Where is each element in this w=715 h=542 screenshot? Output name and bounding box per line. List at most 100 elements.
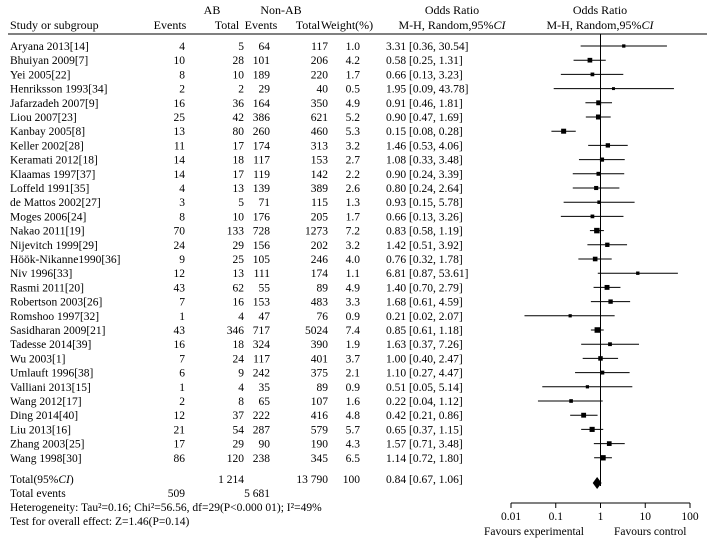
point-estimate (568, 314, 572, 318)
study-name: Aryana 2013[14] (10, 41, 89, 53)
events2: 222 (253, 410, 271, 422)
total2: 40 (317, 84, 329, 96)
point-estimate (596, 171, 601, 176)
events2: 71 (259, 197, 271, 209)
total-row: Total(95%CI) 1 214 13 790 100 0.84 [0.67… (10, 474, 463, 486)
weight: 0.5 (346, 84, 361, 96)
or-ci: 1.42 [0.51, 3.92] (386, 240, 463, 252)
table-row: Klaamas 1997[37] 14 17 119 142 2.2 0.90 [0.24,… (10, 169, 463, 181)
weight: 2.1 (346, 368, 361, 380)
total2: 115 (311, 197, 328, 209)
total2: 1273 (305, 226, 328, 238)
events1: 17 (174, 439, 186, 451)
or-ci: 0.90 [0.47, 1.69] (386, 112, 463, 124)
study-name: Liu 2013[16] (10, 424, 71, 436)
table-row: Bhuiyan 2009[7] 10 28 101 206 4.2 0.58 [0.25, … (10, 55, 463, 67)
total1: 13 (233, 183, 245, 195)
total1: 18 (233, 339, 245, 351)
events1: 70 (174, 226, 186, 238)
table-row: de Mattos 2002[27] 3 5 71 115 1.3 0.93 [0.15, … (10, 197, 463, 209)
study-name: Wang 2012[17] (10, 396, 82, 408)
events2: 174 (253, 140, 271, 152)
point-estimate (605, 143, 611, 148)
total1: 2 (238, 84, 244, 96)
plot-header-title: Odds Ratio (573, 3, 627, 17)
total1: 37 (233, 410, 245, 422)
or-ci: 0.21 [0.02, 2.07] (386, 311, 463, 323)
total1: 80 (233, 126, 245, 138)
point-estimate (604, 284, 610, 290)
total2: 483 (311, 297, 329, 309)
weight: 7.2 (346, 226, 361, 238)
or-ci: 0.66 [0.13, 3.26] (386, 211, 463, 223)
total1: 18 (233, 155, 245, 167)
events2: 101 (253, 55, 271, 67)
weight: 4.9 (346, 98, 361, 110)
study-name: Sasidharan 2009[21] (10, 325, 106, 337)
events2: 176 (253, 211, 271, 223)
total2: 5024 (305, 325, 328, 337)
events2: 238 (253, 453, 271, 465)
events2: 29 (259, 84, 271, 96)
point-estimate (597, 200, 601, 204)
table-row: Jafarzadeh 2007[9] 16 36 164 350 4.9 0.91 [0.4… (10, 98, 463, 110)
group2-header: Non-AB (260, 3, 301, 17)
study-name: Höök-Nikanne1990[36] (10, 254, 121, 266)
group1-header: AB (204, 3, 221, 17)
overall-effect-text: Test for overall effect: Z=1.46(P=0.14) (10, 516, 189, 528)
events2: 242 (253, 368, 271, 380)
study-name: Nijevitch 1999[29] (10, 240, 98, 252)
total2: 174 (311, 268, 329, 280)
study-name: Rasmi 2011[20] (10, 282, 84, 294)
point-estimate (600, 370, 605, 375)
events1: 25 (174, 112, 186, 124)
events1: 4 (179, 183, 185, 195)
weight: 1.7 (346, 69, 361, 81)
or-ci: 1.63 [0.37, 7.26] (386, 339, 463, 351)
table-row: Keramati 2012[18] 14 18 117 153 2.7 1.08 [0.33… (10, 155, 463, 167)
weight: 1.3 (346, 197, 361, 209)
events2: 189 (253, 69, 271, 81)
point-estimate (587, 57, 593, 63)
events1: 43 (174, 282, 186, 294)
study-name: Romshoo 1997[32] (10, 311, 99, 323)
total2-header: Total (296, 18, 321, 32)
total2: 220 (311, 69, 329, 81)
weight: 3.7 (346, 353, 361, 365)
heterogeneity-text: Heterogeneity: Tau²=0.16; Chi²=56.56, df… (10, 502, 322, 514)
or-ci: 1.68 [0.61, 4.59] (386, 297, 463, 309)
total2: 345 (311, 453, 329, 465)
or-ci: 0.42 [0.21, 0.86] (386, 410, 463, 422)
weight-header: Weight(%) (321, 18, 373, 32)
study-name: Zhang 2003[25] (10, 439, 84, 451)
point-estimate (592, 256, 598, 262)
total1: 4 (238, 382, 244, 394)
events1: 10 (174, 55, 186, 67)
or-ci: 1.08 [0.33, 3.48] (386, 155, 463, 167)
table-row: Rasmi 2011[20] 43 62 55 89 4.9 1.40 [0.70, 2.7… (10, 282, 463, 294)
or-ci: 0.65 [0.37, 1.15] (386, 424, 463, 436)
or-ci: 0.15 [0.08, 0.28] (386, 126, 463, 138)
events1: 7 (179, 353, 185, 365)
favours-left-label: Favours experimental (484, 526, 584, 538)
weight: 5.7 (346, 424, 361, 436)
total1: 346 (227, 325, 245, 337)
study-name: Wang 1998[30] (10, 453, 82, 465)
total2: 579 (311, 424, 329, 436)
total2: 205 (311, 211, 329, 223)
tick-label: 100 (681, 511, 699, 523)
events2: 35 (259, 382, 271, 394)
or-ci: 1.57 [0.71, 3.48] (386, 439, 463, 451)
total-e2: 5 681 (244, 488, 270, 500)
weight: 3.2 (346, 140, 361, 152)
total1: 29 (233, 240, 245, 252)
or-ci: 0.51 [0.05, 5.14] (386, 382, 463, 394)
table-row: Keller 2002[28] 11 17 174 313 3.2 1.46 [0.53, … (10, 140, 463, 152)
total1: 13 (233, 268, 245, 280)
events2: 164 (253, 98, 271, 110)
events1: 16 (174, 98, 186, 110)
total2: 389 (311, 183, 329, 195)
study-name: Wu 2003[1] (10, 353, 65, 365)
total1: 28 (233, 55, 245, 67)
events1: 8 (179, 69, 185, 81)
